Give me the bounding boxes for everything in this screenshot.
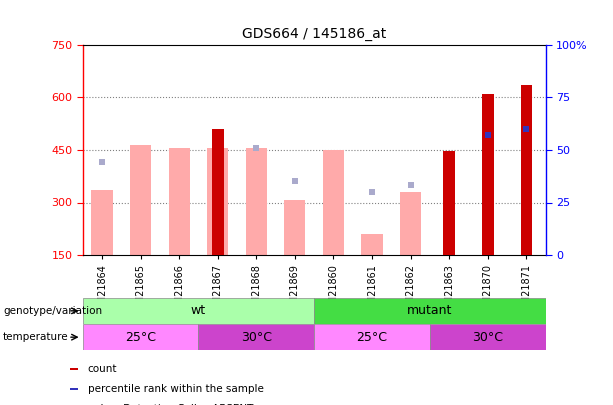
Text: count: count — [88, 364, 117, 374]
Bar — [70, 388, 78, 390]
Bar — [482, 94, 493, 255]
Text: temperature: temperature — [3, 332, 69, 342]
Bar — [70, 368, 78, 370]
Text: genotype/variation: genotype/variation — [3, 306, 102, 316]
Bar — [362, 234, 383, 255]
Bar — [207, 148, 229, 255]
Text: wt: wt — [191, 304, 206, 318]
Text: percentile rank within the sample: percentile rank within the sample — [88, 384, 264, 394]
Bar — [430, 324, 546, 350]
Text: 30°C: 30°C — [241, 330, 272, 344]
Bar — [246, 148, 267, 255]
Bar — [130, 145, 151, 255]
Bar — [212, 129, 224, 255]
Text: 25°C: 25°C — [125, 330, 156, 344]
Bar — [199, 324, 314, 350]
Bar — [91, 190, 113, 255]
Bar — [284, 200, 305, 255]
Text: 25°C: 25°C — [357, 330, 387, 344]
Text: mutant: mutant — [407, 304, 452, 318]
Bar — [400, 192, 421, 255]
Bar — [323, 150, 344, 255]
Bar — [83, 324, 199, 350]
Title: GDS664 / 145186_at: GDS664 / 145186_at — [242, 27, 386, 41]
Bar — [314, 298, 546, 324]
Bar — [83, 298, 314, 324]
Bar — [314, 324, 430, 350]
Bar — [520, 85, 532, 255]
Bar — [443, 151, 455, 255]
Bar — [169, 148, 190, 255]
Text: 30°C: 30°C — [472, 330, 503, 344]
